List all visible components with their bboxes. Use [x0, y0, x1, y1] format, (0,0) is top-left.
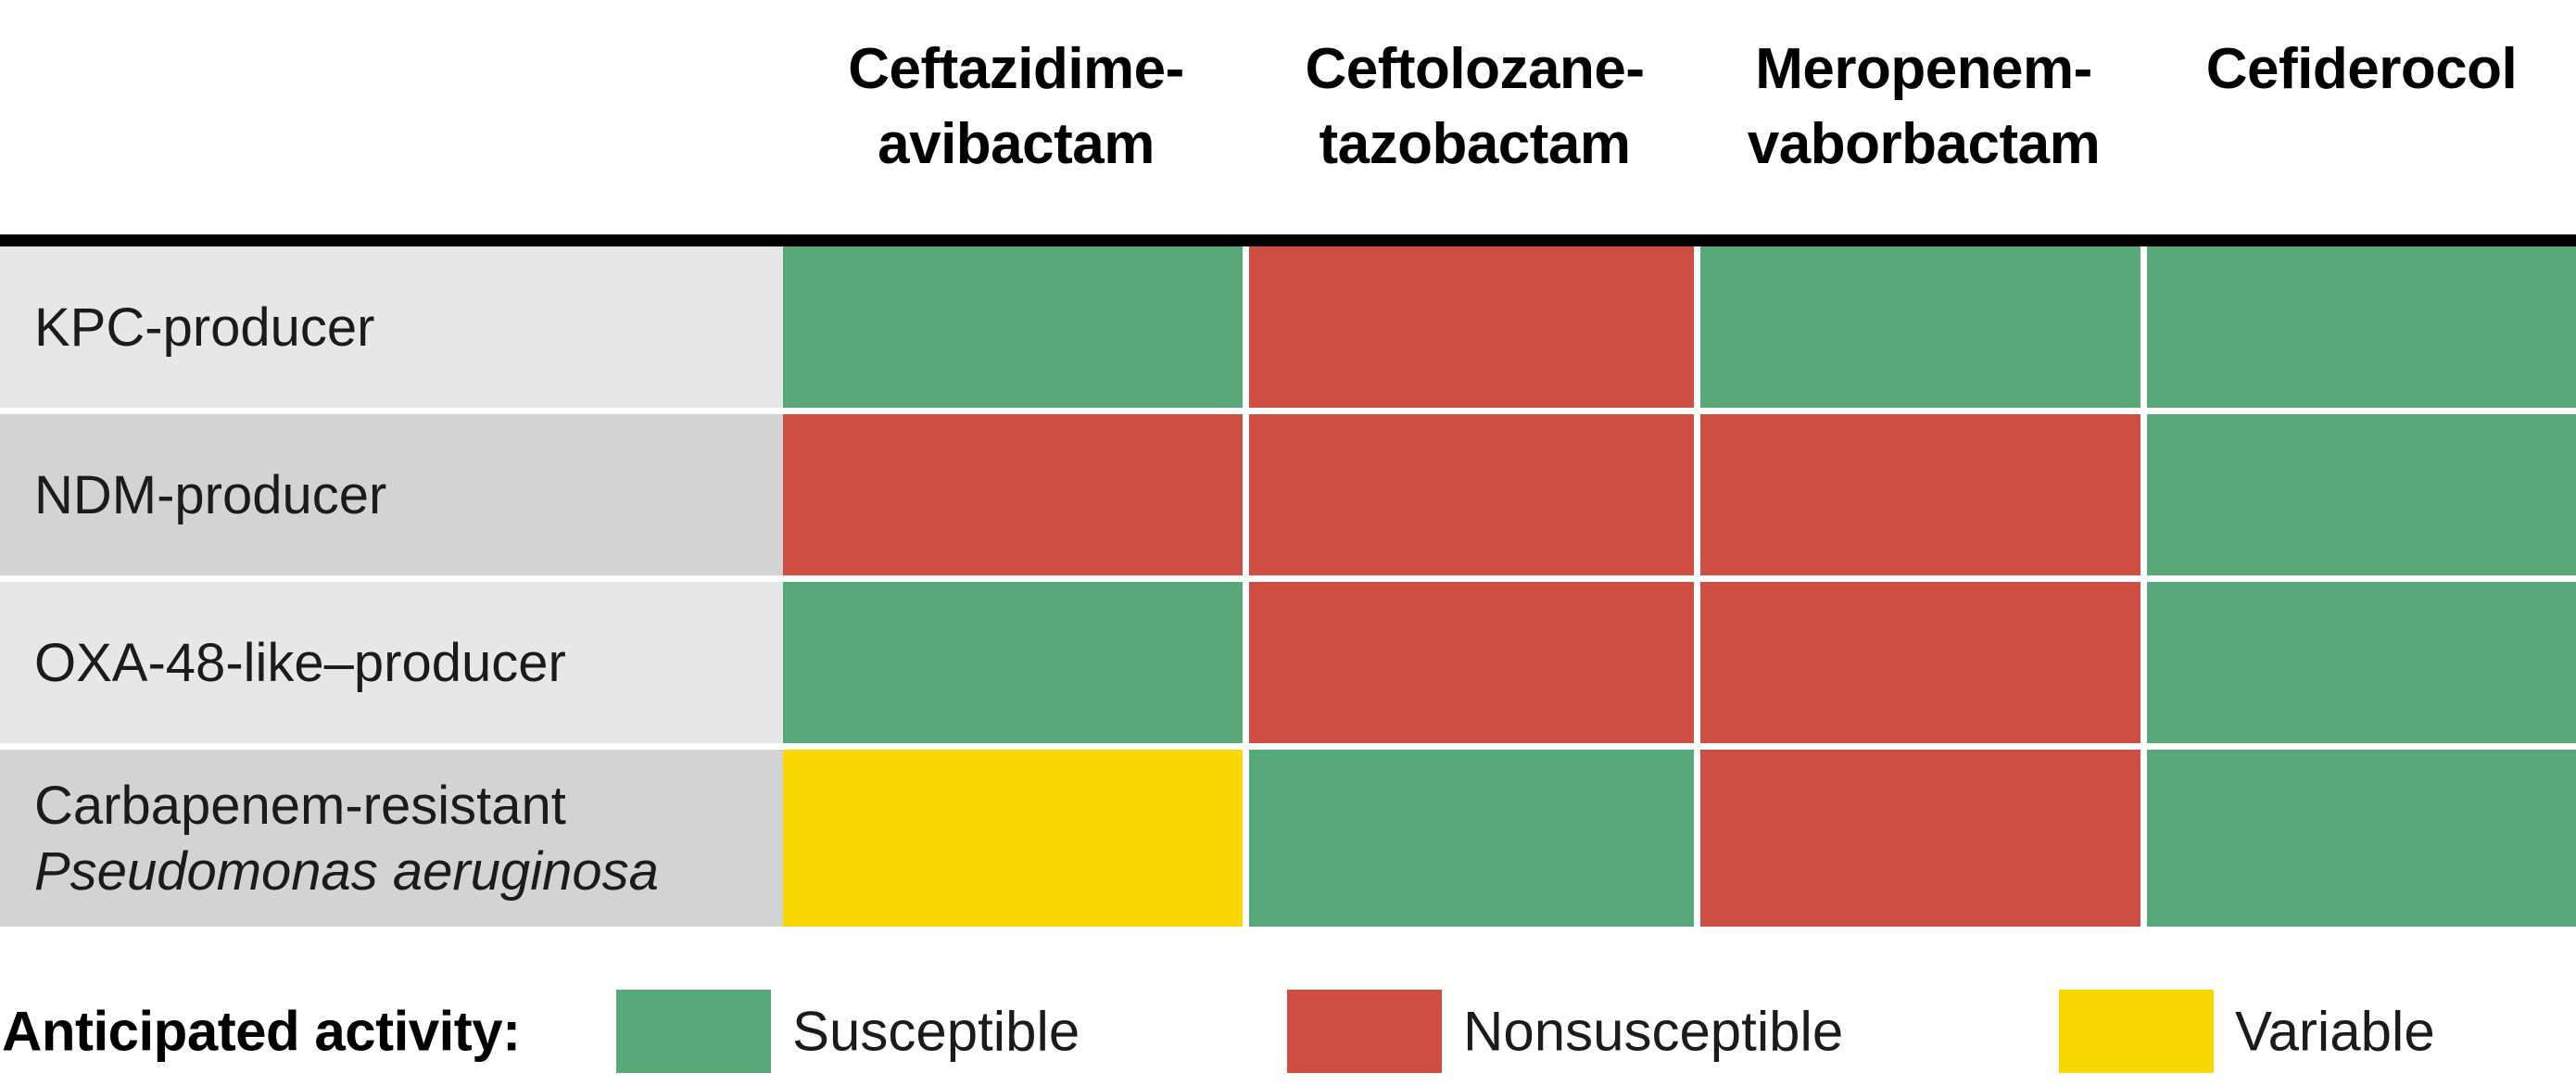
- row-label: OXA-48-like–producer: [0, 582, 783, 743]
- column-header-line1: Ceftazidime-: [848, 37, 1184, 101]
- table-row-ndm-producer: NDM-producer: [0, 414, 2576, 575]
- table-row-kpc-producer: KPC-producer: [0, 246, 2576, 408]
- column-header-line1: Ceftolozane-: [1305, 37, 1646, 101]
- table-row-oxa-48-like-producer: OXA-48-like–producer: [0, 582, 2576, 743]
- column-header-line2: vaborbactam: [1747, 112, 2101, 176]
- row-label: KPC-producer: [0, 246, 783, 408]
- column-headers: Ceftazidime- avibactam Ceftolozane- tazo…: [0, 0, 2576, 234]
- row-label-species-italic: Pseudomonas aeruginosa: [34, 840, 659, 902]
- column-header-line1: Meropenem-: [1755, 37, 2092, 101]
- matrix-cell: [783, 414, 1243, 575]
- legend-label-susceptible: Susceptible: [792, 1000, 1080, 1063]
- row-label: Carbapenem-resistant Pseudomonas aerugin…: [0, 750, 783, 927]
- legend-swatch-variable: [2059, 990, 2214, 1073]
- activity-grid: KPC-producer NDM-producer OXA-48-like–pr…: [0, 246, 2576, 927]
- column-header-cefiderocol: Cefiderocol: [2147, 0, 2576, 234]
- legend-label-nonsusceptible: Nonsusceptible: [1463, 1000, 1844, 1063]
- matrix-cell: [2147, 246, 2576, 408]
- column-header-ceftolozane-tazobactam: Ceftolozane- tazobactam: [1249, 0, 1700, 234]
- column-header-line2: tazobactam: [1319, 112, 1631, 176]
- matrix-cell: [1249, 414, 1694, 575]
- matrix-cell: [783, 750, 1243, 927]
- table-row-carbapenem-resistant-pseudomonas: Carbapenem-resistant Pseudomonas aerugin…: [0, 750, 2576, 927]
- matrix-cell: [1700, 750, 2140, 927]
- matrix-cell: [1249, 582, 1694, 743]
- column-header-line1: Cefiderocol: [2205, 37, 2518, 101]
- row-label-text: Carbapenem-resistant: [34, 775, 566, 836]
- matrix-cell: [1249, 750, 1694, 927]
- matrix-cell: [1700, 414, 2140, 575]
- legend: Anticipated activity: Susceptible Nonsus…: [0, 990, 2576, 1073]
- legend-swatch-nonsusceptible: [1287, 990, 1442, 1073]
- matrix-cell: [783, 582, 1243, 743]
- matrix-cell: [1700, 582, 2140, 743]
- matrix-cell: [783, 246, 1243, 408]
- legend-title: Anticipated activity:: [2, 1000, 521, 1063]
- header-divider-line: [0, 234, 2576, 246]
- matrix-cell: [2147, 414, 2576, 575]
- legend-swatch-susceptible: [616, 990, 771, 1073]
- column-header-ceftazidime-avibactam: Ceftazidime- avibactam: [783, 0, 1249, 234]
- corner-spacer: [0, 0, 783, 234]
- column-header-meropenem-vaborbactam: Meropenem- vaborbactam: [1700, 0, 2147, 234]
- row-label-text: NDM-producer: [34, 464, 387, 525]
- matrix-cell: [2147, 582, 2576, 743]
- matrix-cell: [1249, 246, 1694, 408]
- row-label-text: KPC-producer: [34, 297, 375, 358]
- matrix-cell: [2147, 750, 2576, 927]
- row-label: NDM-producer: [0, 414, 783, 575]
- matrix-cell: [1700, 246, 2140, 408]
- column-header-line2: avibactam: [878, 112, 1155, 176]
- row-label-text: OXA-48-like–producer: [34, 632, 566, 693]
- legend-label-variable: Variable: [2235, 1000, 2435, 1063]
